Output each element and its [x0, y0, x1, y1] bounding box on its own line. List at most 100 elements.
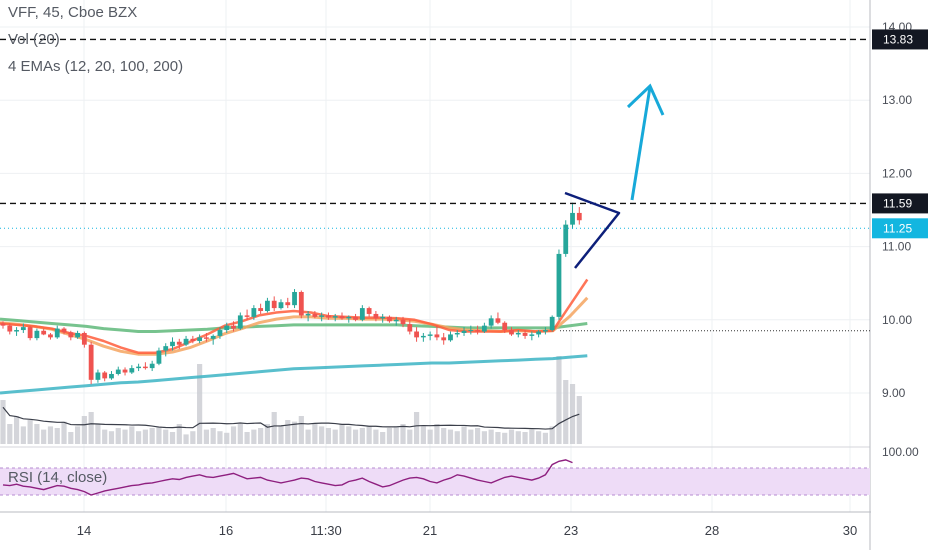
candle: [197, 334, 203, 344]
candle: [420, 332, 426, 342]
volume-bar: [461, 426, 467, 444]
volume-bar: [549, 426, 555, 444]
volume-bar: [54, 428, 60, 444]
candle: [353, 313, 358, 322]
candle: [536, 330, 542, 338]
price-tag-box: [872, 29, 928, 50]
candle: [298, 290, 304, 319]
candle: [502, 321, 508, 333]
candle: [170, 337, 175, 351]
ema-legend[interactable]: 4 EMAs (12, 20, 100, 200): [8, 58, 184, 75]
candle-body: [265, 300, 270, 312]
volume-bar: [495, 432, 501, 444]
volume-bar: [305, 429, 311, 444]
volume-bar: [447, 429, 454, 444]
price-tick-label: 11.00: [882, 240, 911, 254]
candle: [475, 325, 480, 335]
volume-bar: [393, 426, 399, 444]
candle: [176, 338, 182, 350]
candle: [142, 362, 148, 370]
volume-bar: [420, 426, 426, 444]
candle-body: [224, 325, 230, 331]
candle-body: [332, 316, 338, 318]
candle-body: [407, 324, 413, 332]
volume-bar: [563, 380, 569, 444]
ema-200-line: [0, 354, 588, 395]
volume-bar: [258, 428, 264, 444]
candle: [122, 367, 128, 376]
candle-body: [380, 316, 386, 319]
candle: [468, 325, 474, 335]
candle: [434, 325, 440, 341]
candle: [149, 360, 155, 372]
volume-bar: [454, 431, 460, 444]
candle-body: [515, 332, 521, 335]
volume-bar: [529, 429, 535, 444]
volume-bar: [407, 429, 413, 444]
candle: [75, 330, 80, 339]
time-axis[interactable]: 14 16 11:30 21 23 28 30: [77, 523, 857, 538]
rsi-tick-label: 100.00: [882, 445, 919, 459]
candle-body: [102, 372, 108, 379]
candle: [217, 327, 223, 339]
candle-body: [434, 334, 440, 338]
chart-drawings[interactable]: [564, 83, 665, 269]
candle: [400, 316, 406, 328]
volume-bar: [312, 424, 318, 444]
volume-bar: [13, 416, 20, 444]
volume-bar: [576, 396, 582, 444]
candle-body: [20, 327, 26, 331]
volume-bar: [176, 424, 182, 444]
price-levels: [0, 38, 870, 332]
date-tick-label: 14: [77, 523, 91, 538]
volume-bar: [271, 412, 277, 444]
candle: [34, 328, 40, 341]
candle: [427, 331, 433, 341]
volume-bar: [468, 429, 474, 444]
volume-bar: [400, 424, 406, 444]
volume-bar: [244, 432, 250, 444]
volume-bar: [536, 431, 542, 444]
volume-legend[interactable]: Vol (20): [8, 31, 60, 48]
volume-bar: [488, 429, 494, 444]
candle: [88, 341, 94, 385]
volume-bar: [556, 356, 562, 444]
volume-bar: [352, 429, 359, 444]
price-tick-label: 9.00: [882, 386, 906, 400]
candle: [393, 316, 399, 326]
rsi-legend[interactable]: RSI (14, close): [8, 469, 108, 486]
candle: [576, 207, 582, 225]
candle-body: [414, 331, 419, 338]
candle-body: [41, 330, 47, 335]
candle: [461, 327, 467, 336]
volume-bar: [508, 429, 515, 444]
candle: [95, 369, 101, 383]
volume-bar: [264, 424, 271, 444]
candle-body: [312, 313, 318, 317]
rsi-band: [0, 459, 870, 496]
price-tick-label: 13.00: [882, 93, 912, 107]
symbol-legend[interactable]: VFF, 45, Cboe BZX: [8, 4, 138, 21]
candle: [346, 315, 352, 323]
volume-bar: [427, 429, 433, 444]
candle-body: [495, 318, 501, 323]
candle-body: [448, 334, 453, 341]
candle: [136, 363, 141, 372]
candle: [441, 332, 447, 345]
candle: [495, 312, 501, 325]
price-axis[interactable]: 14.0013.0012.0011.0010.009.00100.0013.83…: [871, 0, 932, 550]
candle-body: [481, 325, 487, 332]
volume-bar: [522, 432, 528, 444]
volume-bar: [61, 421, 67, 444]
candle: [454, 330, 460, 338]
volume-bar: [34, 424, 40, 444]
volume-bar: [122, 429, 128, 444]
candle-body: [68, 332, 74, 338]
candle-body: [563, 224, 569, 254]
candle: [407, 319, 413, 335]
candle: [285, 297, 291, 309]
candle-body: [237, 315, 243, 329]
volume-bar: [115, 428, 121, 444]
candle-body: [387, 316, 392, 322]
